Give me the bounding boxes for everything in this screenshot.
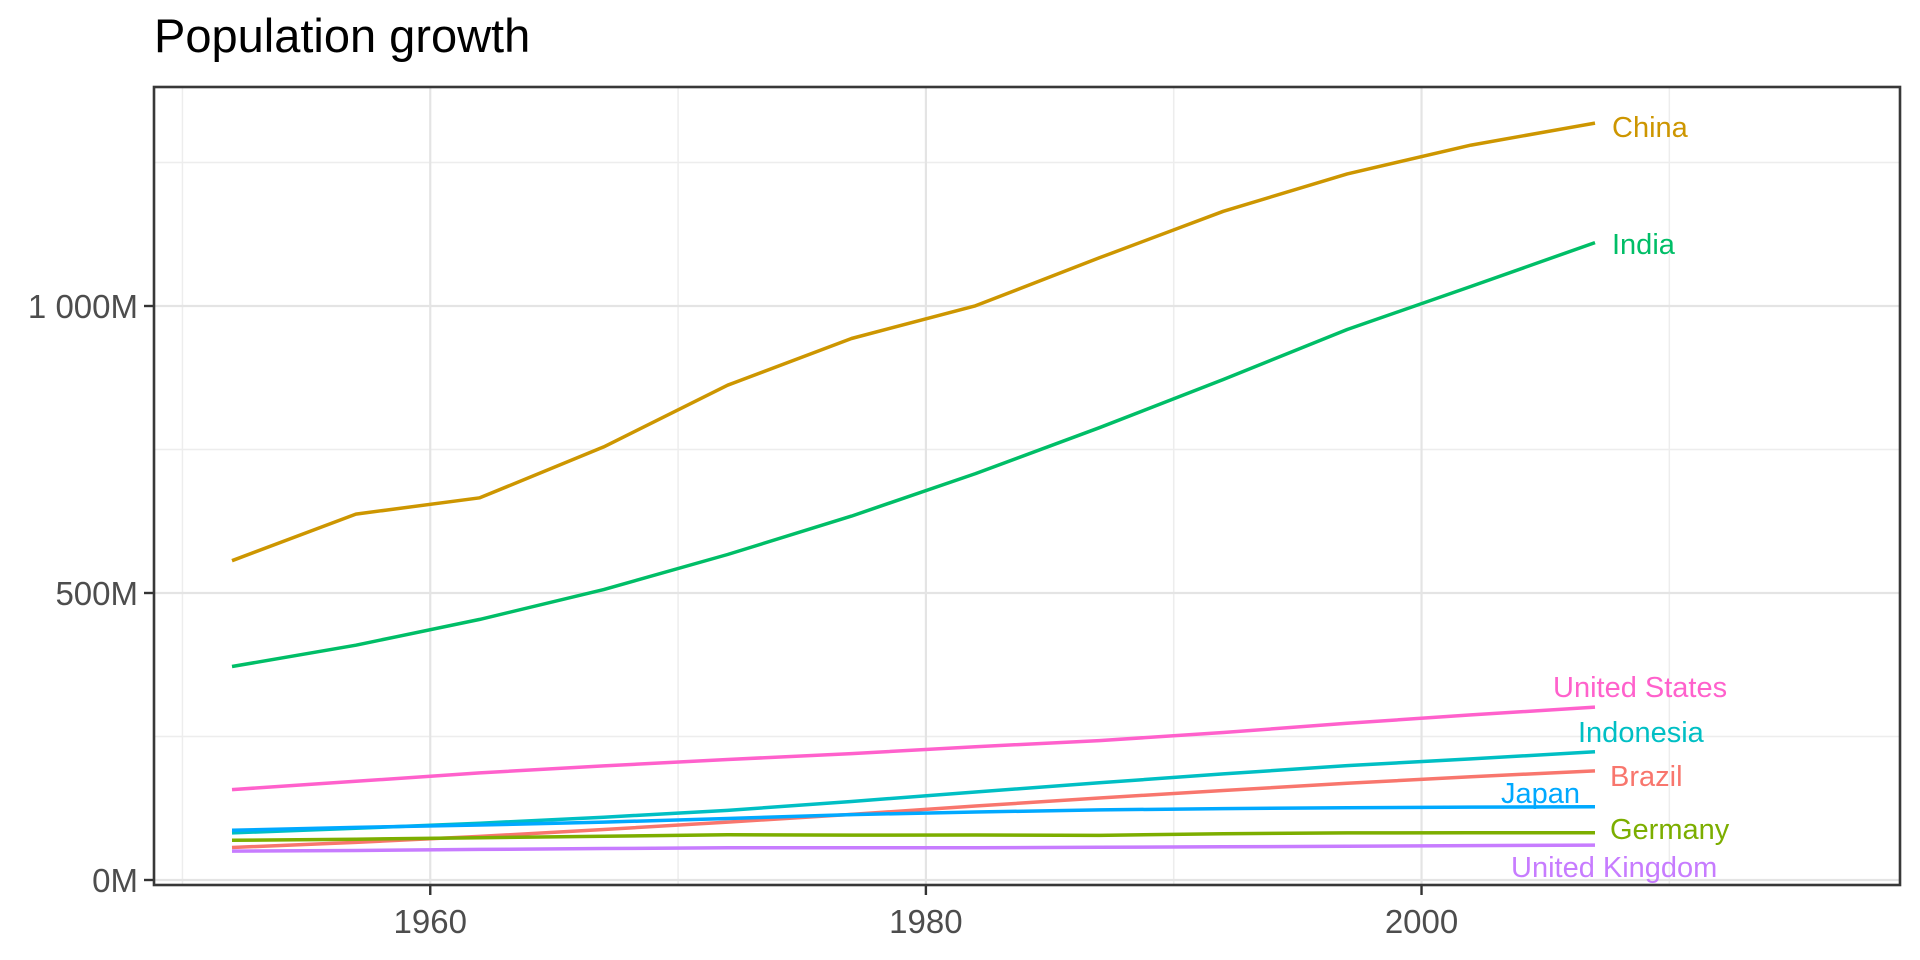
y-tick-label: 500M: [55, 575, 138, 612]
y-tick-label: 1 000M: [28, 288, 138, 325]
series-label-brazil: Brazil: [1610, 761, 1683, 793]
series-label-united-kingdom: United Kingdom: [1511, 852, 1717, 884]
line-china: [231, 121, 1596, 563]
line-germany: [231, 830, 1595, 843]
y-tick-label: 0M: [92, 862, 138, 899]
line-india: [231, 240, 1596, 669]
line-united-states: [231, 705, 1596, 792]
panel-border: [152, 85, 1902, 887]
series-label-indonesia: Indonesia: [1578, 717, 1705, 749]
series-label-germany: Germany: [1610, 814, 1730, 846]
chart-title: Population growth: [154, 9, 531, 62]
line-united-kingdom: [231, 843, 1596, 853]
line-japan: [231, 805, 1596, 833]
series-label-united-states: United States: [1553, 672, 1727, 704]
x-tick-label: 1960: [394, 903, 467, 940]
x-tick-label: 1980: [889, 903, 962, 940]
series-label-china: China: [1612, 112, 1689, 144]
series-label-india: India: [1612, 229, 1676, 261]
x-tick-label: 2000: [1385, 903, 1458, 940]
panel-background: [154, 87, 1900, 885]
series-label-japan: Japan: [1501, 778, 1580, 810]
